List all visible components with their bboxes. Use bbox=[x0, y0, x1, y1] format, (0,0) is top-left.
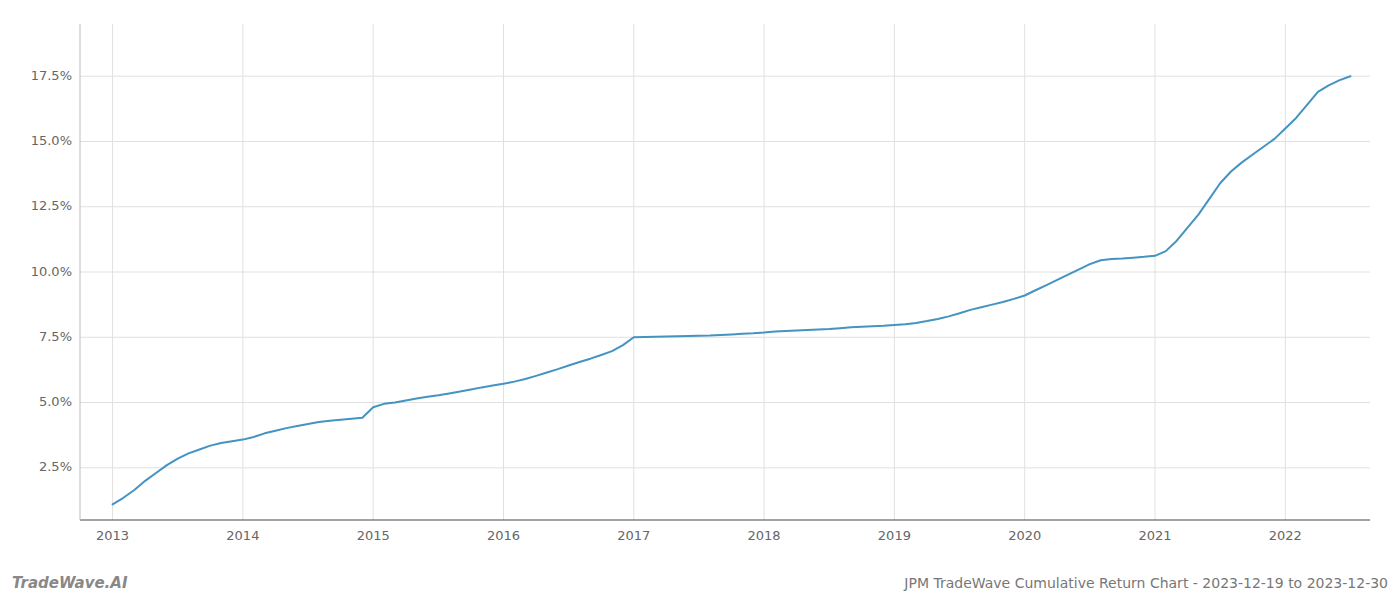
x-grid-line bbox=[242, 24, 243, 520]
x-grid-line bbox=[112, 24, 113, 520]
x-tick-label: 2019 bbox=[878, 528, 911, 543]
y-grid-line bbox=[80, 141, 1370, 142]
x-grid-line bbox=[373, 24, 374, 520]
y-tick-label: 12.5% bbox=[31, 198, 72, 213]
x-tick-label: 2018 bbox=[748, 528, 781, 543]
x-grid-line bbox=[503, 24, 504, 520]
x-tick-label: 2022 bbox=[1269, 528, 1302, 543]
x-axis-line bbox=[80, 520, 1370, 521]
x-tick-label: 2021 bbox=[1138, 528, 1171, 543]
x-grid-line bbox=[1285, 24, 1286, 520]
y-tick-label: 17.5% bbox=[31, 68, 72, 83]
y-tick-label: 2.5% bbox=[39, 459, 72, 474]
x-tick-label: 2013 bbox=[96, 528, 129, 543]
x-tick-label: 2015 bbox=[357, 528, 390, 543]
y-grid-line bbox=[80, 402, 1370, 403]
y-axis-line bbox=[80, 24, 81, 520]
y-grid-line bbox=[80, 206, 1370, 207]
x-grid-line bbox=[633, 24, 634, 520]
x-tick-label: 2014 bbox=[226, 528, 259, 543]
title: JPM TradeWave Cumulative Return Chart - … bbox=[903, 575, 1388, 591]
chart-svg: 2.5% 5.0% 7.5% 10.0% 12.5% 15.0% 17.5% 2013 2014… bbox=[0, 0, 1400, 600]
data-line bbox=[113, 76, 1351, 504]
plot-area bbox=[113, 76, 1351, 504]
chart-container: 2.5% 5.0% 7.5% 10.0% 12.5% 15.0% 17.5% 2013 2014… bbox=[0, 0, 1400, 600]
x-grid-line bbox=[764, 24, 765, 520]
y-grid-line bbox=[80, 337, 1370, 338]
y-tick-label: 15.0% bbox=[31, 133, 72, 148]
y-grid-line bbox=[80, 272, 1370, 273]
x-grid-line bbox=[1155, 24, 1156, 520]
x-tick-label: 2020 bbox=[1008, 528, 1041, 543]
y-tick-label: 7.5% bbox=[39, 329, 72, 344]
grid bbox=[80, 24, 1370, 520]
x-grid-line bbox=[1024, 24, 1025, 520]
x-tick-label: 2017 bbox=[617, 528, 650, 543]
y-tick-label: 5.0% bbox=[39, 394, 72, 409]
watermark: TradeWave.AI bbox=[12, 574, 128, 592]
x-grid-line bbox=[894, 24, 895, 520]
y-tick-label: 10.0% bbox=[31, 264, 72, 279]
x-tick-label: 2016 bbox=[487, 528, 520, 543]
y-grid-line bbox=[80, 467, 1370, 468]
axes: 2.5% 5.0% 7.5% 10.0% 12.5% 15.0% 17.5% 2013 2014… bbox=[31, 24, 1370, 543]
texts: TradeWave.AI JPM TradeWave Cumulative Ret… bbox=[12, 574, 1388, 592]
y-grid-line bbox=[80, 76, 1370, 77]
